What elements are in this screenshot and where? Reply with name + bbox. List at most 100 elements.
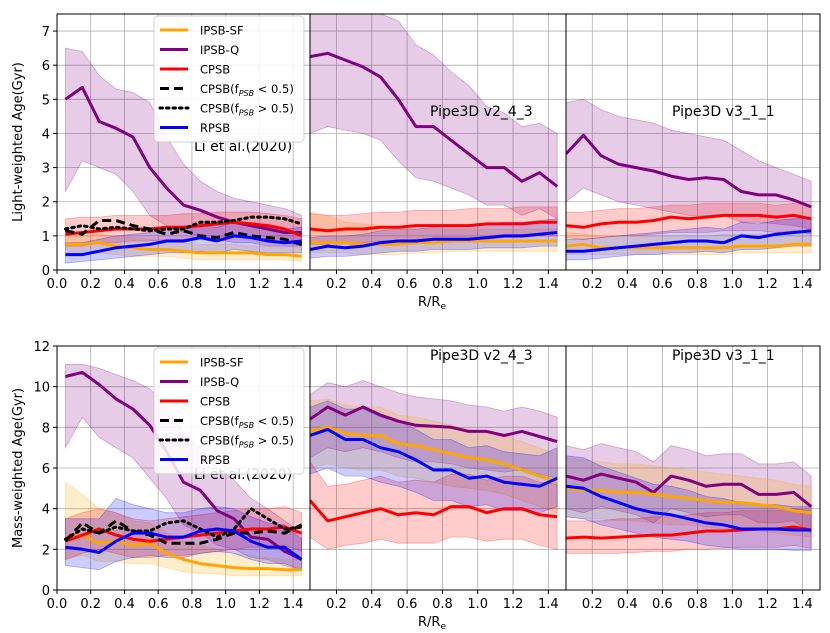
x-tick-label: 1.2 [503, 597, 524, 612]
plot-area [566, 98, 812, 261]
legend-label-CPSB_hi: CPSB(fPSB > 0.5) [200, 434, 294, 450]
x-tick-label: 0.0 [47, 277, 68, 292]
series-line-RPSB [566, 484, 812, 532]
x-tick-label: 0.4 [114, 277, 135, 292]
y-axis-label: Mass-weighted Age(Gyr) [11, 388, 26, 548]
legend-label-CPSB: CPSB [200, 63, 230, 77]
y-tick-label: 5 [42, 93, 50, 108]
y-tick-label: 10 [33, 381, 50, 396]
axes-frame [565, 13, 821, 271]
axes-frame [565, 345, 821, 591]
x-tick-label: 0.8 [182, 597, 203, 612]
x-tick-label: 1.0 [467, 277, 488, 292]
series-line-RPSB [310, 231, 558, 251]
x-tick-label: 0.2 [80, 597, 101, 612]
band-IPSB-SF [65, 233, 302, 262]
x-tick-label: 0.4 [361, 597, 382, 612]
panel-1-1: 0.2 0.4 0.6 0.8 1.0 1.2 1.4 Pipe3D v2_4_3 R/Re [309, 345, 567, 632]
x-tick-label: 1.2 [757, 277, 778, 292]
legend-label-IPSB-SF: IPSB-SF [200, 24, 244, 38]
x-tick-label: 0.8 [432, 597, 453, 612]
x-tick-label: 1.4 [538, 277, 559, 292]
x-tick-label: 0.2 [80, 277, 101, 292]
y-axis-label: Light-weighted Age(Gyr) [11, 62, 26, 222]
x-tick-label: 1.2 [757, 597, 778, 612]
legend-label-IPSB-SF: IPSB-SF [200, 356, 244, 370]
x-axis-label: R/Re [418, 295, 446, 312]
plot-area [63, 47, 304, 264]
x-tick-label: 1.0 [467, 597, 488, 612]
series-line-CPSB_lo [64, 519, 303, 545]
x-tick-label: 1.4 [283, 597, 304, 612]
x-tick-label: 1.4 [283, 277, 304, 292]
series-line-IPSB-SF [310, 425, 558, 484]
x-tick-label: 0.4 [617, 277, 638, 292]
x-tick-label: 1.2 [249, 597, 270, 612]
x-tick-label: 0.6 [652, 277, 673, 292]
panel-annotation: Li et al.(2020) [194, 139, 292, 155]
series-line-IPSB-SF [65, 241, 302, 258]
x-tick-label: 1.2 [249, 277, 270, 292]
series-line-CPSB [310, 220, 558, 233]
plot-area [310, 14, 559, 259]
x-tick-label: 1.0 [722, 277, 743, 292]
panel-0-0: 0.0 0.2 0.4 0.6 0.8 1.0 1.2 1.4 0 1 2 3 4 5 6 7 Light-we… [11, 13, 311, 292]
x-tick-label: 0.6 [148, 597, 169, 612]
x-tick-label: 0.4 [617, 597, 638, 612]
series-line-IPSB-Q [310, 405, 558, 444]
band-CPSB [65, 506, 302, 561]
band-RPSB [65, 221, 302, 264]
x-tick-label: 1.0 [215, 277, 236, 292]
series-line-IPSB-Q [64, 85, 302, 234]
legend-label-CPSB_lo: CPSB(fPSB < 0.5) [200, 414, 294, 430]
legend-label-RPSB: RPSB [200, 453, 230, 467]
x-tick-label: 1.4 [792, 597, 813, 612]
legend-label-RPSB: RPSB [200, 121, 230, 135]
x-tick-label: 0.8 [687, 277, 708, 292]
band-IPSB-SF [310, 398, 558, 514]
y-tick-label: 6 [42, 462, 50, 477]
series-line-CPSB_hi [63, 215, 304, 233]
y-tick-label: 2 [42, 543, 50, 558]
legend-frame [153, 347, 305, 475]
legend: IPSB-SF IPSB-Q CPSB CPSB(fPSB < 0.5) CPSB(fP… [153, 15, 305, 143]
y-tick-label: 0 [42, 264, 50, 279]
x-tick-label: 0.8 [687, 597, 708, 612]
y-tick-label: 4 [42, 127, 50, 142]
band-CPSB [566, 508, 812, 554]
y-tick-label: 3 [42, 162, 50, 177]
x-tick-label: 0.8 [182, 277, 203, 292]
y-tick-label: 4 [42, 503, 50, 518]
legend-label-CPSB: CPSB [200, 395, 230, 409]
panel-1-0: 0.0 0.2 0.4 0.6 0.8 1.0 1.2 1.4 0 2 4 6 8 10 12 Mass-we… [11, 340, 311, 612]
x-tick-label: 0.6 [652, 597, 673, 612]
legend-label-IPSB-Q: IPSB-Q [200, 375, 239, 389]
y-tick-label: 8 [42, 421, 50, 436]
legend-label-CPSB_hi: CPSB(fPSB > 0.5) [200, 102, 294, 118]
band-CPSB [566, 202, 812, 240]
series-line-RPSB [310, 427, 558, 488]
series-line-RPSB [65, 527, 303, 561]
panel-0-2: 0.2 0.4 0.6 0.8 1.0 1.2 1.4 Pipe3D v3_1_1 [565, 13, 821, 292]
panel-annotation: Pipe3D v2_4_3 [430, 348, 533, 364]
x-tick-label: 0.0 [47, 597, 68, 612]
series-line-IPSB-SF [65, 533, 302, 572]
y-tick-label: 1 [42, 230, 50, 245]
y-tick-label: 7 [42, 25, 50, 40]
band-IPSB-Q [65, 47, 302, 247]
x-tick-label: 1.4 [792, 277, 813, 292]
legend-label-IPSB-Q: IPSB-Q [200, 43, 239, 57]
band-IPSB-SF [65, 481, 302, 577]
plot-area [566, 443, 813, 554]
x-tick-label: 0.2 [582, 597, 603, 612]
x-tick-label: 0.2 [582, 277, 603, 292]
x-tick-label: 1.0 [215, 597, 236, 612]
panel-1-2: 0.2 0.4 0.6 0.8 1.0 1.2 1.4 Pipe3D v3_1_1 [565, 345, 821, 612]
y-tick-label: 2 [42, 196, 50, 211]
series-line-CPSB_hi [63, 507, 304, 541]
series-line-CPSB [566, 213, 812, 229]
x-tick-label: 0.4 [361, 277, 382, 292]
panel-annotation: Pipe3D v2_4_3 [430, 104, 533, 120]
x-axis-label: R/Re [418, 615, 446, 632]
